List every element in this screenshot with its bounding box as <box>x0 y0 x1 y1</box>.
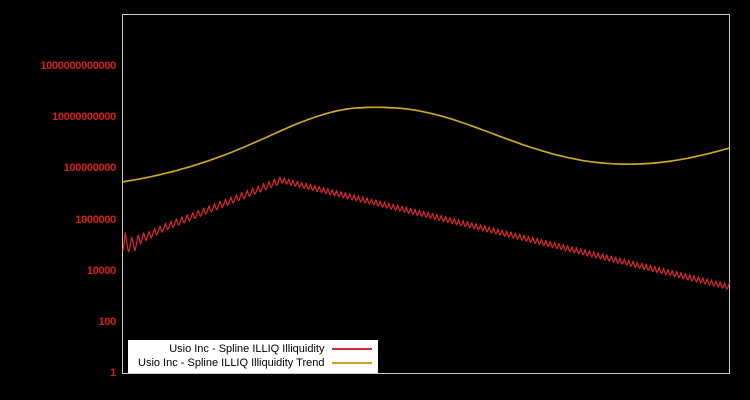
legend-item-illiquidity[interactable]: Usio Inc - Spline ILLIQ Illiquidity <box>138 342 373 356</box>
legend-swatch-illiquidity-trend <box>332 362 373 364</box>
y-tick-label: 100000000 <box>63 162 117 175</box>
y-tick-label: 10000000000 <box>52 111 116 124</box>
y-tick-label: 1000000000000 <box>40 60 116 73</box>
plot-area <box>122 14 730 374</box>
y-tick-label: 1 <box>110 367 116 379</box>
y-tick-label: 10000 <box>86 264 116 277</box>
y-tick-label: 100 <box>98 315 117 328</box>
y-tick-label: 1000000 <box>75 213 116 226</box>
legend-label-illiquidity: Usio Inc - Spline ILLIQ Illiquidity <box>169 343 325 355</box>
legend-label-illiquidity-trend: Usio Inc - Spline ILLIQ Illiquidity Tren… <box>138 357 325 369</box>
chart-legend: Usio Inc - Spline ILLIQ Illiquidity Usio… <box>128 340 379 373</box>
legend-item-illiquidity-trend[interactable]: Usio Inc - Spline ILLIQ Illiquidity Tren… <box>138 356 373 370</box>
legend-swatch-illiquidity <box>332 348 373 350</box>
